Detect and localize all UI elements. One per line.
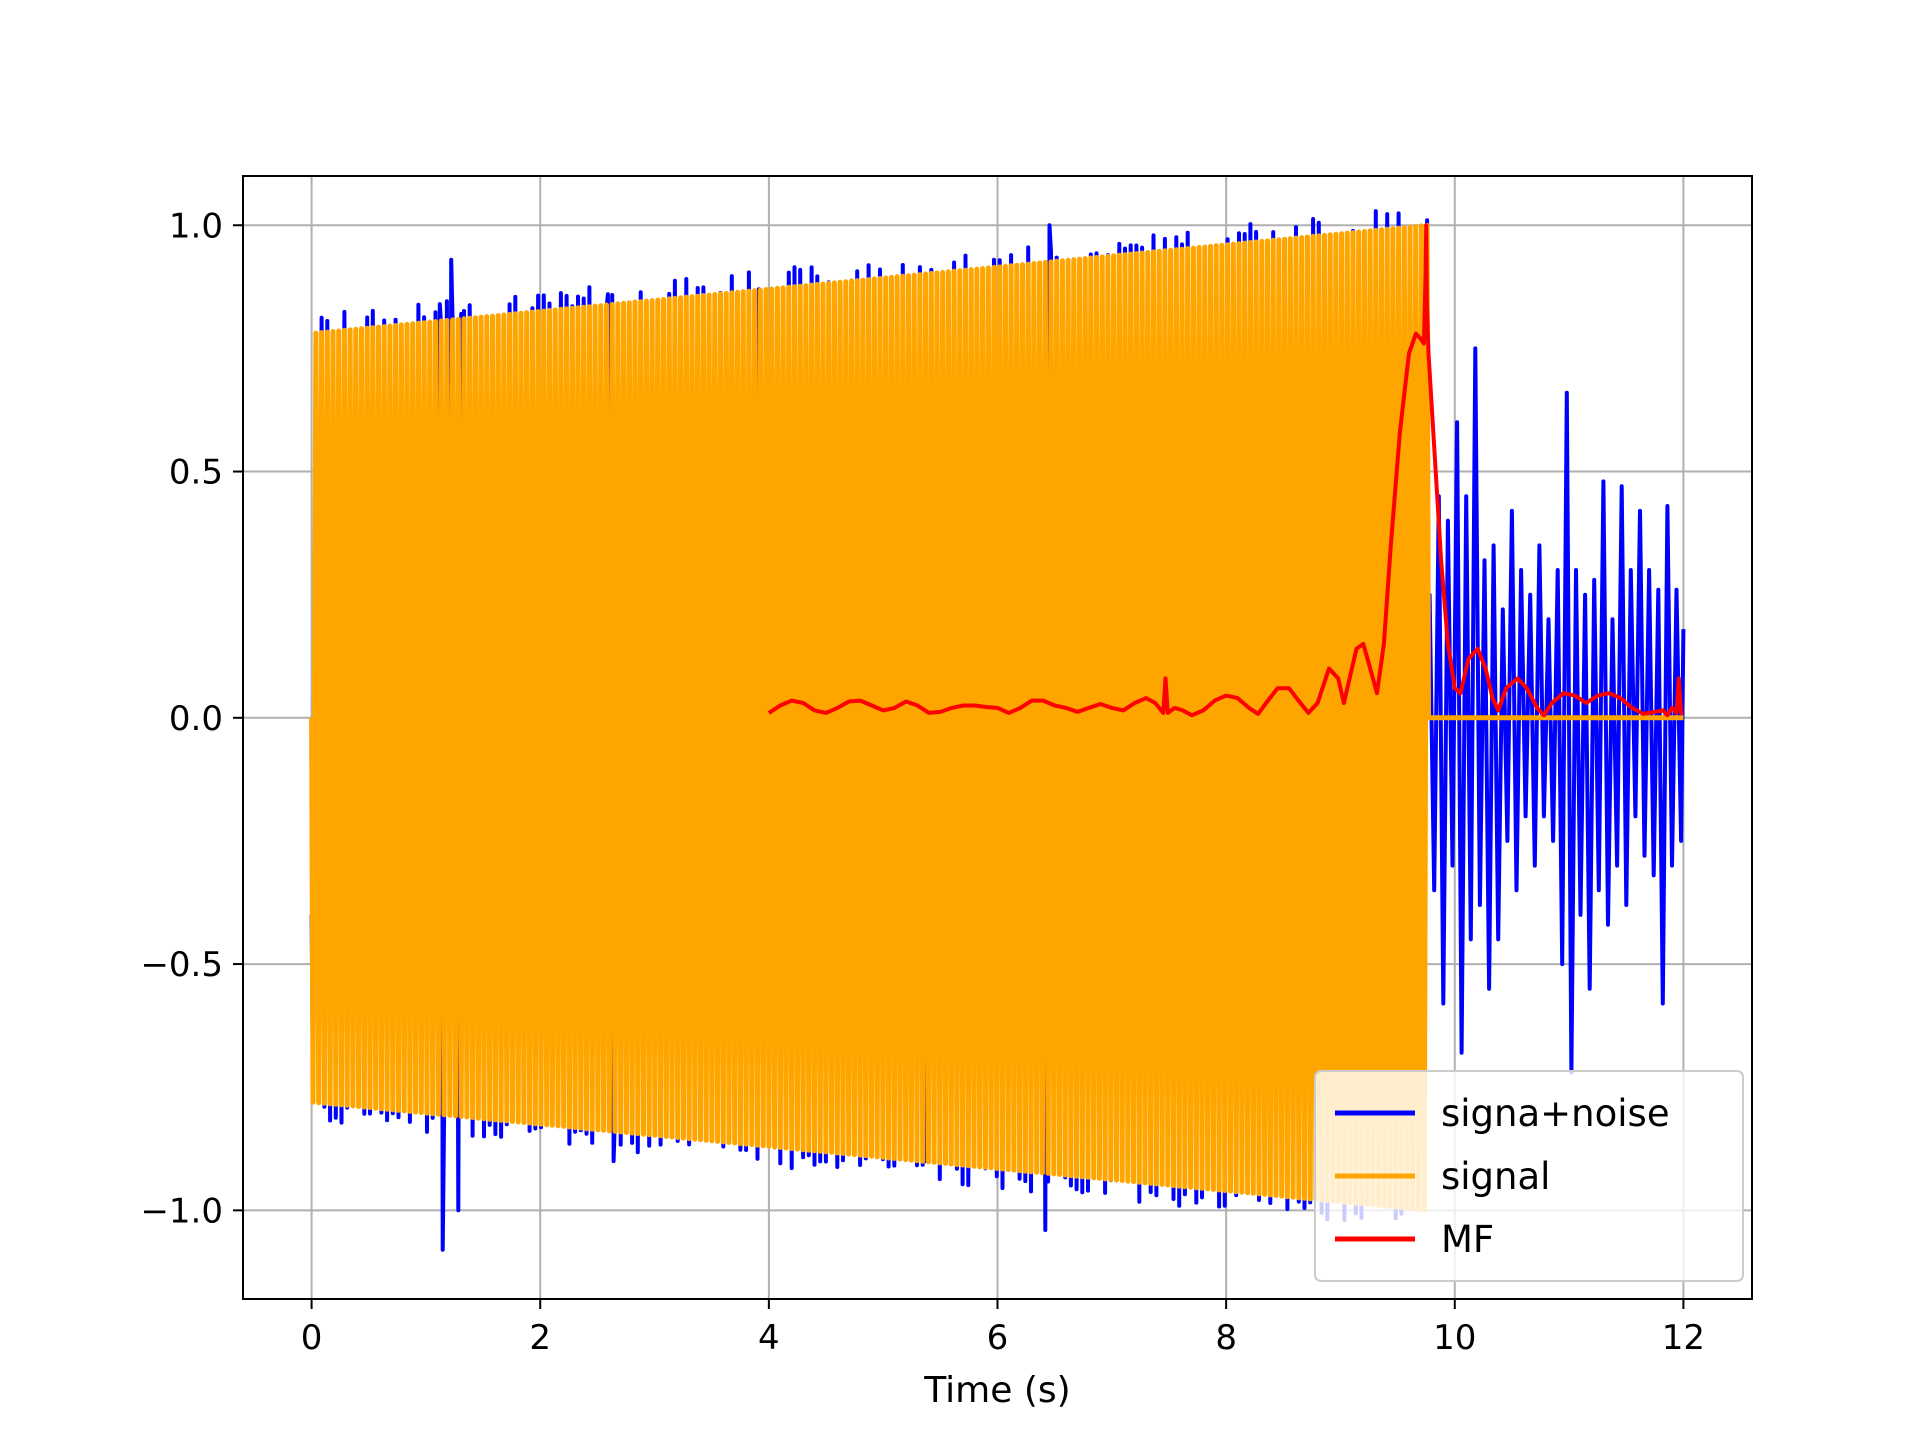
x-tick-label: 6 bbox=[987, 1318, 1009, 1358]
series-line-mf bbox=[767, 223, 1684, 718]
x-tick-label: 12 bbox=[1662, 1318, 1705, 1358]
y-tick-label: −1.0 bbox=[140, 1191, 223, 1231]
axis-ticks: 0 2 4 6 8 10 12 1.0 0.5 0.0 −0.5 −1.0 bbox=[140, 206, 1705, 1358]
y-tick-label: 1.0 bbox=[169, 206, 223, 246]
x-axis-label: Time (s) bbox=[923, 1370, 1070, 1411]
legend: signa+noise signal MF bbox=[1314, 1070, 1744, 1282]
series-layer bbox=[309, 209, 1686, 1252]
x-tick-label: 10 bbox=[1433, 1318, 1476, 1358]
legend-label: signa+noise bbox=[1441, 1092, 1670, 1135]
x-tick-label: 8 bbox=[1215, 1318, 1237, 1358]
y-tick-label: −0.5 bbox=[140, 945, 223, 985]
series-line-signal bbox=[309, 222, 1684, 1213]
x-tick-label: 4 bbox=[758, 1318, 780, 1358]
x-tick-label: 0 bbox=[301, 1318, 323, 1358]
legend-box bbox=[1314, 1070, 1744, 1282]
legend-label: signal bbox=[1441, 1155, 1550, 1198]
y-tick-label: 0.5 bbox=[169, 453, 223, 493]
x-tick-label: 2 bbox=[529, 1318, 551, 1358]
legend-label: MF bbox=[1441, 1218, 1494, 1261]
y-tick-label: 0.0 bbox=[169, 699, 223, 739]
